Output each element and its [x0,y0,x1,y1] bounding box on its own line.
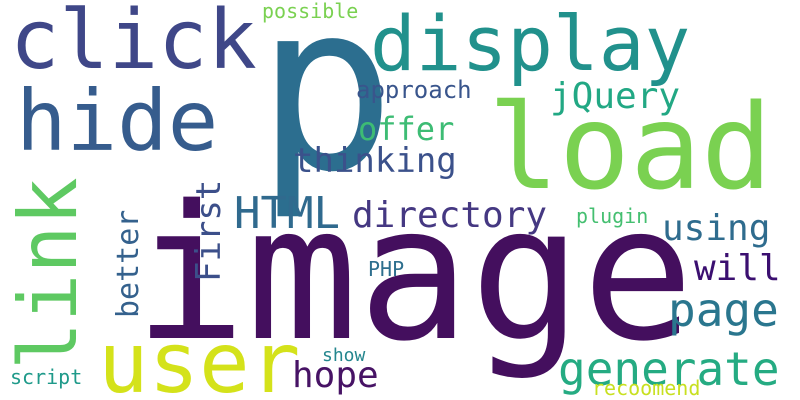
word-load: load [488,78,772,216]
word-will: will [694,248,781,289]
word-jquery: jQuery [550,76,680,117]
word-script: script [10,365,82,389]
word-html: HTML [234,188,340,239]
word-hope: hope [292,355,379,396]
word-hide: hide [16,72,218,170]
word-click: click [10,0,257,88]
word-using: using [662,208,770,249]
word-image: image [134,165,694,382]
word-php: PHP [368,257,404,281]
word-link: link [2,177,95,370]
word-thinking: thinking [293,141,457,181]
word-directory: directory [352,195,547,236]
word-offer: offer [358,110,454,148]
word-plugin: plugin [576,204,648,228]
word-possible: possible [262,0,358,23]
word-recoomend: recoomend [592,376,700,400]
word-page: page [668,283,779,337]
word-approach: approach [356,76,472,104]
word-first: First [189,180,229,282]
word-user: user [98,314,300,400]
word-better: better [111,210,146,318]
word-show: show [322,345,366,366]
word-generate: generate [558,342,780,396]
word-display: display [370,0,690,88]
word-p: p [256,0,396,223]
